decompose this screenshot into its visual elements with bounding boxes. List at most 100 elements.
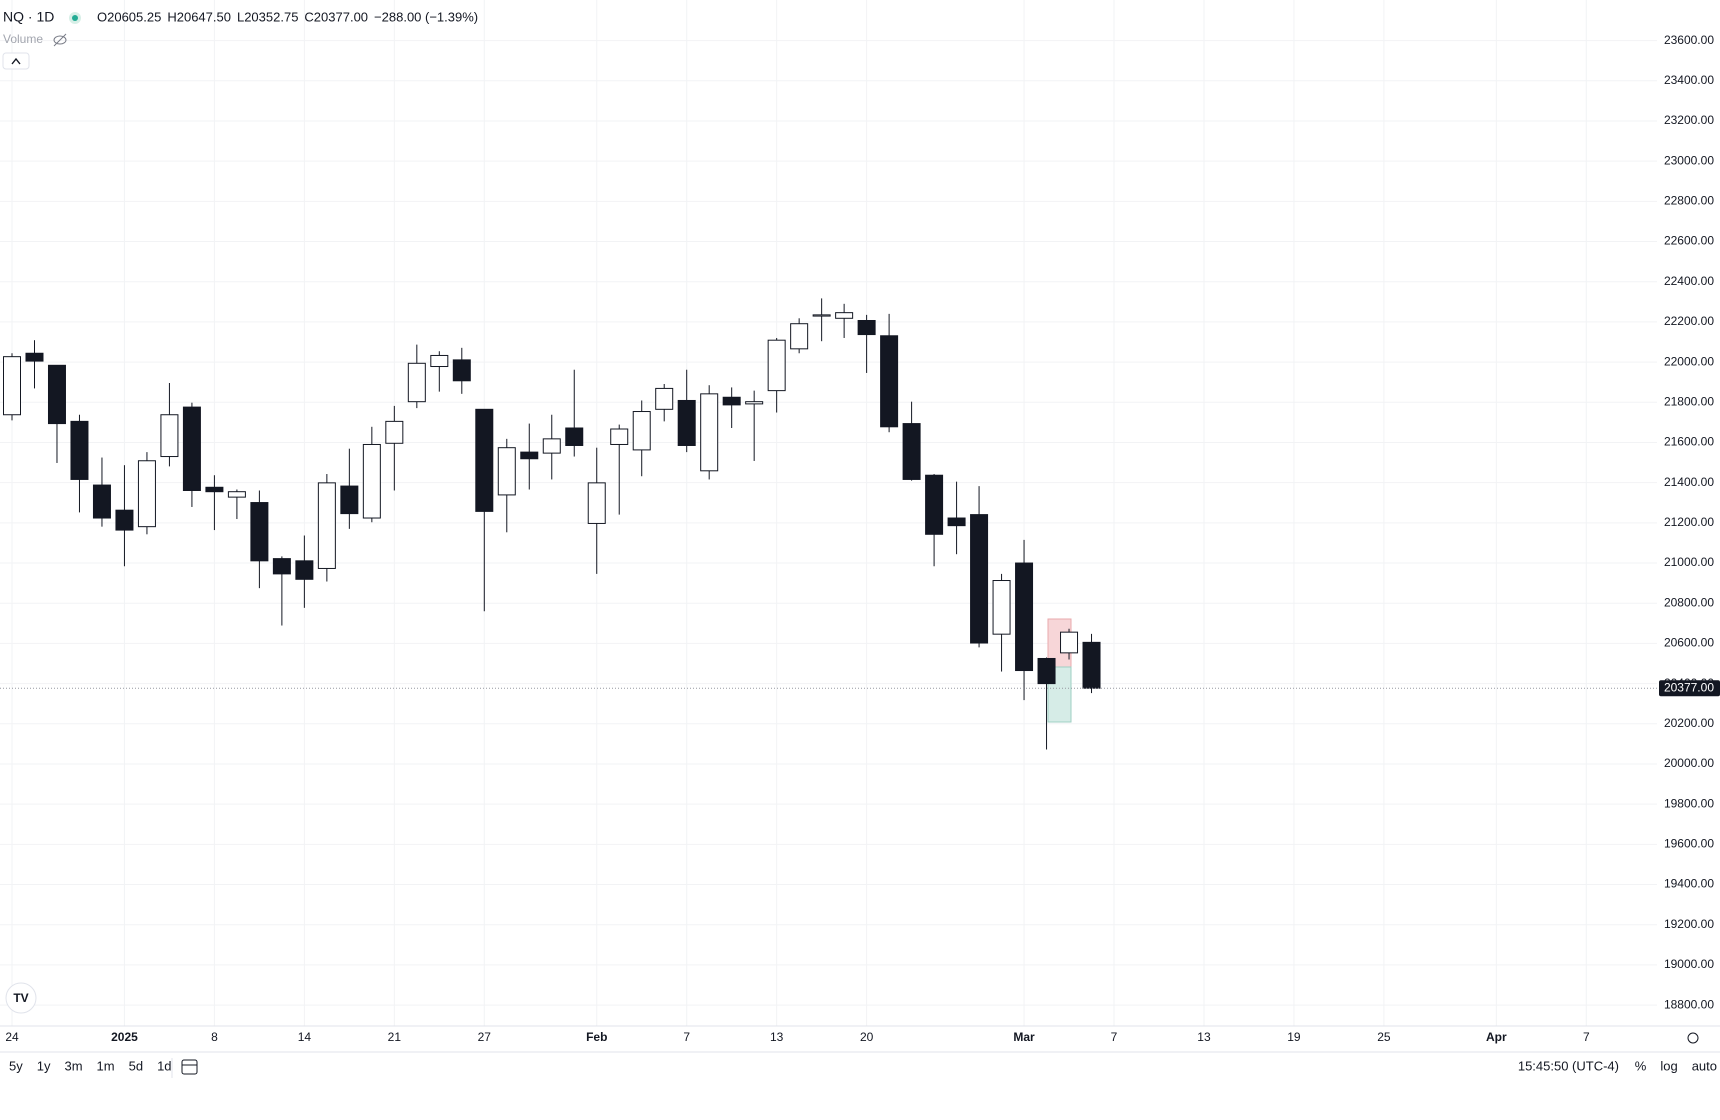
range-button[interactable]: 1y bbox=[37, 1058, 51, 1073]
collapse-button[interactable] bbox=[2, 52, 30, 70]
candle-body bbox=[1060, 631, 1079, 654]
price-tick-label: 19200.00 bbox=[1664, 917, 1714, 931]
candle-body bbox=[407, 362, 426, 403]
price-tick-label: 19800.00 bbox=[1664, 796, 1714, 810]
time-tick-label: Mar bbox=[1013, 1030, 1035, 1044]
price-tick-label: 21000.00 bbox=[1664, 555, 1714, 569]
price-tick-label: 21800.00 bbox=[1664, 394, 1714, 408]
candle-body bbox=[340, 485, 359, 515]
candle-body bbox=[205, 486, 224, 493]
candle-body bbox=[47, 364, 66, 425]
price-tick-label: 21400.00 bbox=[1664, 475, 1714, 489]
scale-option[interactable]: log bbox=[1660, 1058, 1677, 1073]
price-tick-label: 23200.00 bbox=[1664, 113, 1714, 127]
time-tick-label: Feb bbox=[586, 1030, 607, 1044]
symbol[interactable]: NQ · 1D bbox=[3, 9, 54, 25]
price-tick-label: 20200.00 bbox=[1664, 716, 1714, 730]
candle-body bbox=[1037, 657, 1056, 685]
time-tick-label: 8 bbox=[211, 1030, 218, 1044]
candle-body bbox=[565, 427, 584, 446]
candle-body bbox=[70, 420, 89, 480]
volume-label[interactable]: Volume bbox=[3, 32, 43, 46]
tv-logo-mark: TV bbox=[13, 991, 28, 1005]
candle-body bbox=[767, 339, 786, 392]
candle-body bbox=[115, 509, 134, 531]
price-tick-label: 20000.00 bbox=[1664, 756, 1714, 770]
scale-option[interactable]: % bbox=[1635, 1058, 1647, 1073]
candle-body bbox=[700, 393, 719, 472]
time-tick-label: 7 bbox=[1111, 1030, 1118, 1044]
scale-option[interactable]: auto bbox=[1692, 1058, 1717, 1073]
range-button[interactable]: 5d bbox=[129, 1058, 143, 1073]
ohlc-value: −288.00 (−1.39%) bbox=[374, 9, 478, 24]
candle-body bbox=[587, 482, 606, 524]
range-button[interactable]: 1d bbox=[157, 1058, 171, 1073]
price-tick-label: 22800.00 bbox=[1664, 194, 1714, 208]
candle-body bbox=[790, 323, 809, 350]
axes: 18800.00 19000.00 19200.00 19400.00 19600.00… bbox=[0, 33, 1720, 1044]
time-tick-label: 14 bbox=[298, 1030, 312, 1044]
time-tick-label: 7 bbox=[1583, 1030, 1590, 1044]
time-tick-label: Apr bbox=[1486, 1030, 1507, 1044]
candle-body bbox=[250, 502, 269, 562]
candle-body bbox=[92, 484, 111, 519]
candle-body bbox=[677, 399, 696, 446]
price-tick-label: 18800.00 bbox=[1664, 997, 1714, 1011]
candle-body bbox=[137, 460, 156, 528]
candle-body bbox=[452, 359, 471, 382]
candle-body bbox=[430, 354, 449, 368]
time-tick-label: 2025 bbox=[111, 1030, 138, 1044]
time-tick-label: 20 bbox=[860, 1030, 874, 1044]
time-tick-label: 13 bbox=[1197, 1030, 1211, 1044]
market-status-dot bbox=[72, 15, 78, 21]
candle-body bbox=[272, 558, 291, 575]
collapse-icon bbox=[11, 57, 21, 65]
range-button[interactable]: 5y bbox=[9, 1058, 23, 1073]
ohlc-value: H20647.50 bbox=[167, 9, 231, 24]
candle-body bbox=[227, 491, 246, 498]
candle-body bbox=[857, 319, 876, 336]
range-button[interactable]: 1m bbox=[97, 1058, 115, 1073]
candle-body bbox=[295, 560, 314, 580]
candle-body bbox=[475, 408, 494, 512]
candle-body bbox=[1015, 562, 1034, 672]
tv-logo[interactable] bbox=[5, 982, 37, 1014]
clock: 15:45:50 (UTC-4) bbox=[1518, 1058, 1619, 1073]
price-tick-label: 21200.00 bbox=[1664, 515, 1714, 529]
candle-body bbox=[520, 451, 539, 460]
candle-body bbox=[745, 401, 764, 405]
candle-body bbox=[3, 356, 21, 416]
ohlc-legend: O20605.25 H20647.50 L20352.75 C20377.00 −288… bbox=[97, 9, 478, 24]
price-tick-label: 19600.00 bbox=[1664, 837, 1714, 851]
hide-volume-icon[interactable] bbox=[53, 33, 67, 47]
price-tick-label: 19000.00 bbox=[1664, 957, 1714, 971]
candle-body bbox=[880, 335, 899, 428]
time-tick-label: 19 bbox=[1287, 1030, 1301, 1044]
candle-body bbox=[835, 312, 854, 319]
calendar-icon[interactable] bbox=[181, 1059, 198, 1075]
candle-body bbox=[947, 517, 966, 527]
candle-body bbox=[542, 438, 561, 454]
settings-icon[interactable] bbox=[1687, 1032, 1699, 1044]
candle-body bbox=[362, 443, 381, 519]
drawings bbox=[1047, 618, 1072, 723]
ohlc-value: O20605.25 bbox=[97, 9, 161, 24]
price-tick-label: 21600.00 bbox=[1664, 435, 1714, 449]
time-tick-label: 27 bbox=[478, 1030, 492, 1044]
time-tick-label: 25 bbox=[1377, 1030, 1391, 1044]
candle-body bbox=[722, 396, 741, 406]
time-tick-label: 24 bbox=[5, 1030, 19, 1044]
candle-body bbox=[655, 387, 674, 410]
candle-body bbox=[925, 474, 944, 535]
price-tick-label: 23400.00 bbox=[1664, 73, 1714, 87]
last-price-label: 20377.00 bbox=[1664, 680, 1714, 694]
range-button[interactable]: 3m bbox=[64, 1058, 82, 1073]
price-tick-label: 22600.00 bbox=[1664, 234, 1714, 248]
time-tick-label: 21 bbox=[388, 1030, 402, 1044]
candle-body bbox=[992, 580, 1011, 635]
price-tick-label: 20800.00 bbox=[1664, 595, 1714, 609]
candle-body bbox=[812, 314, 831, 317]
candle-body bbox=[632, 411, 651, 451]
